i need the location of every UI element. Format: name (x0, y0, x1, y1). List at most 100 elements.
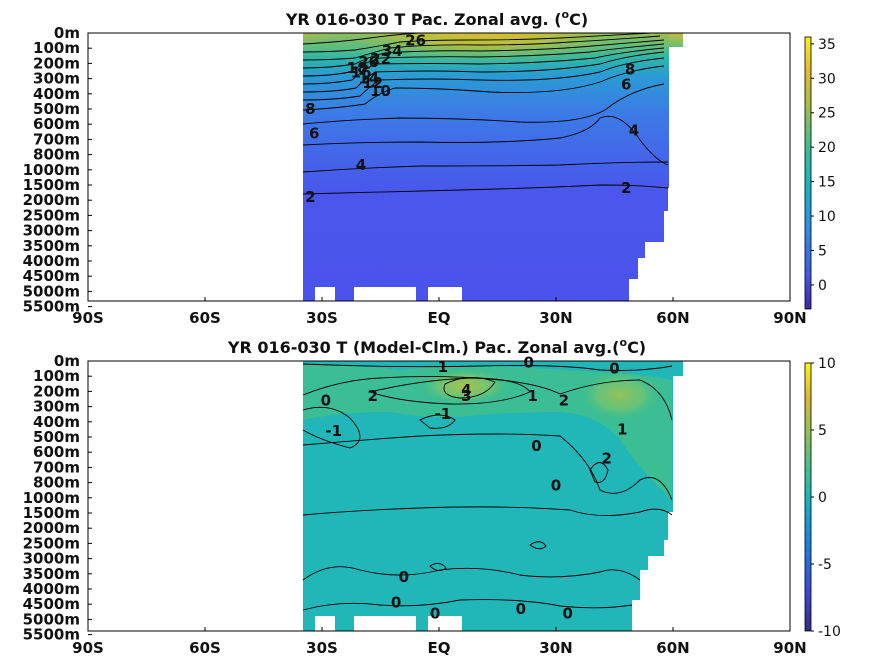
colorbar-tick-label: 5 (818, 243, 827, 259)
contour-label: 4 (356, 156, 366, 174)
contour-label: 18 (347, 59, 368, 77)
contour-label: 22 (370, 50, 391, 68)
contour-label: 1 (438, 358, 448, 376)
contour-label: 0 (562, 604, 572, 622)
y-tick-label: 3500m (23, 237, 80, 255)
colorbar-tick-label: 10 (818, 356, 836, 372)
y-tick-label: 2000m (23, 519, 80, 537)
y-tick-label: 3500m (23, 565, 80, 583)
chart-bottom-colorbar-ramp (804, 362, 812, 632)
chart-top-colorbar: 35 30 25 20 15 10 5 0 (804, 36, 836, 310)
contour-label: 10 (370, 82, 391, 100)
contour-label: 2 (559, 392, 569, 410)
y-tick-label: 200m (33, 54, 80, 72)
chart-bottom-y-ticks: 0m100m200m300m400m500m600m700m800m1000m1… (23, 352, 92, 644)
colorbar-tick-label: 20 (818, 140, 836, 156)
contour-label: 2 (305, 188, 315, 206)
contour-label: 1 (527, 387, 537, 405)
contour-label: 0 (551, 477, 561, 495)
contour-label: 0 (531, 437, 541, 455)
y-tick-label: 4500m (23, 595, 80, 613)
colorbar-tick-label: 0 (818, 490, 827, 506)
colorbar-tick-label: 15 (818, 175, 836, 191)
y-tick-label: 400m (33, 85, 80, 103)
colorbar-tick-label: 0 (818, 278, 827, 294)
y-tick-label: 500m (33, 428, 80, 446)
y-tick-label: 5000m (23, 282, 80, 300)
y-tick-label: 5000m (23, 610, 80, 628)
y-tick-label: 200m (33, 382, 80, 400)
contour-label: 8 (625, 60, 635, 78)
contour-label: 4 (629, 121, 639, 139)
contour-label: 16 (351, 64, 372, 82)
x-tick-label: 60S (189, 639, 221, 656)
chart-bottom-colorbar: 10 5 0 -5 -10 (804, 356, 841, 640)
chart-top: YR 016-030 T Pac. Zonal avg. (oC) 263422… (23, 8, 836, 327)
chart-bottom: YR 016-030 T (Model-Clm.) Pac. Zonal avg… (23, 336, 841, 656)
x-tick-label: 30S (306, 639, 338, 656)
x-tick-label: EQ (428, 639, 451, 656)
y-tick-label: 2000m (23, 191, 80, 209)
y-tick-label: 1500m (23, 504, 80, 522)
y-tick-label: 700m (33, 458, 80, 476)
chart-top-y-ticks: 0m100m200m300m400m500m600m700m800m1000m1… (23, 24, 92, 316)
contour-label: 26 (405, 32, 426, 50)
y-tick-label: 4500m (23, 267, 80, 285)
contour-label: 6 (621, 76, 631, 94)
chart-top-colorbar-ramp (804, 36, 812, 310)
y-tick-label: 800m (33, 474, 80, 492)
y-tick-label: 1500m (23, 176, 80, 194)
chart-bottom-anomaly-field (303, 361, 683, 631)
y-tick-label: 600m (33, 115, 80, 133)
colorbar-tick-label: 35 (818, 37, 836, 53)
contour-label: 2 (621, 179, 631, 197)
x-tick-label: 30N (539, 309, 572, 327)
contour-label: -1 (435, 405, 452, 423)
chart-top-warm-pool (303, 33, 669, 100)
y-tick-label: 5500m (23, 626, 80, 644)
chart-bottom-warm-core (420, 368, 510, 404)
contour-label: 1 (617, 420, 627, 438)
contour-label: 0 (430, 604, 440, 622)
chart-bottom-contours (302, 363, 673, 611)
contour-label: 20 (358, 53, 379, 71)
y-tick-label: 600m (33, 443, 80, 461)
y-tick-label: 2500m (23, 206, 80, 224)
contour-label: 0 (609, 360, 619, 378)
y-tick-label: 100m (33, 367, 80, 385)
contour-label: 8 (305, 100, 315, 118)
x-tick-label: 60S (189, 309, 221, 327)
contour-label: 2 (601, 449, 611, 467)
x-tick-label: 90N (773, 639, 806, 656)
x-tick-label: 60N (656, 639, 689, 656)
y-tick-label: 5500m (23, 298, 80, 316)
y-tick-label: 700m (33, 130, 80, 148)
chart-top-title: YR 016-030 T Pac. Zonal avg. (oC) (285, 8, 588, 29)
chart-bottom-x-ticks: 90S 60S 30S EQ 30N 60N 90N (72, 627, 807, 656)
chart-bottom-title: YR 016-030 T (Model-Clm.) Pac. Zonal avg… (227, 336, 646, 357)
y-tick-label: 100m (33, 39, 80, 57)
y-tick-label: 3000m (23, 222, 80, 240)
colorbar-tick-label: 10 (818, 209, 836, 225)
y-tick-label: 0m (54, 352, 80, 370)
y-tick-label: 0m (54, 24, 80, 42)
y-tick-label: 1000m (23, 161, 80, 179)
contour-label: -1 (325, 422, 342, 440)
contour-label: 0 (321, 392, 331, 410)
y-tick-label: 300m (33, 70, 80, 88)
colorbar-tick-label: -5 (818, 557, 832, 573)
contour-label: 6 (309, 124, 319, 142)
colorbar-tick-label: 25 (818, 106, 836, 122)
y-tick-label: 1000m (23, 489, 80, 507)
colorbar-tick-label: 30 (818, 71, 836, 87)
contour-label: 0 (391, 594, 401, 612)
colorbar-tick-label: 5 (818, 423, 827, 439)
contour-label: 2 (367, 387, 377, 405)
y-tick-label: 2500m (23, 534, 80, 552)
x-tick-label: 30S (306, 309, 338, 327)
contour-label: 4 (461, 381, 471, 399)
y-tick-label: 400m (33, 413, 80, 431)
contour-label: 14 (358, 70, 379, 88)
